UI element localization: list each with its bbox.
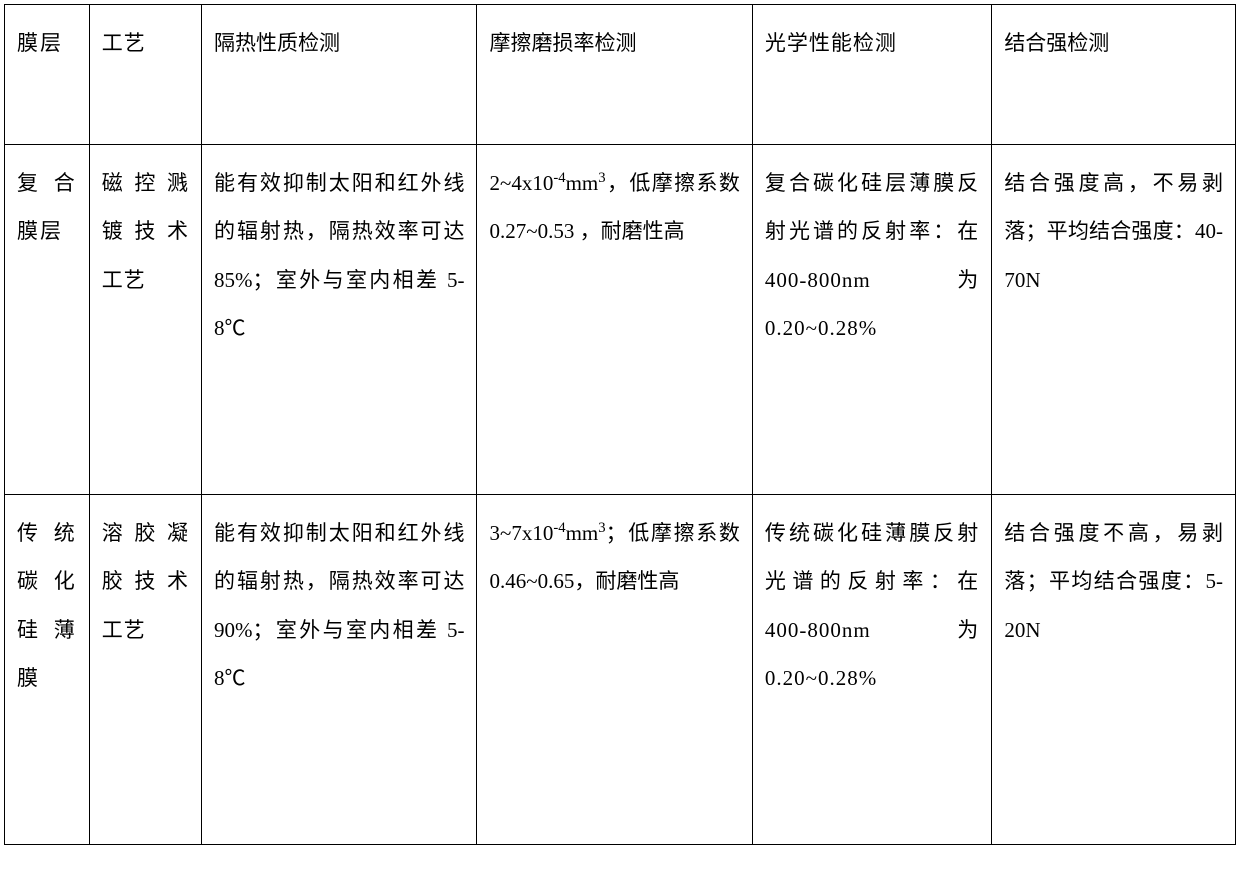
friction-exp: -4	[553, 520, 565, 536]
cell-process: 溶胶凝胶技术工艺	[89, 495, 201, 845]
cell-optical: 复合碳化硅层薄膜反射光谱的反射率：在 400-800nm 为 0.20~0.28…	[752, 145, 991, 495]
friction-pre: 3~7x10	[489, 521, 553, 545]
cell-film-layer: 传统碳化硅薄膜	[5, 495, 90, 845]
cell-friction: 2~4x10-4mm3，低摩擦系数 0.27~0.53 ，耐磨性高	[477, 145, 752, 495]
friction-unit: mm	[566, 521, 599, 545]
cell-film-layer: 复合膜层	[5, 145, 90, 495]
friction-exp: -4	[553, 170, 565, 186]
friction-unit: mm	[566, 171, 599, 195]
header-process: 工艺	[89, 5, 201, 145]
header-film-layer: 膜层	[5, 5, 90, 145]
cell-friction: 3~7x10-4mm3；低摩擦系数 0.46~0.65，耐磨性高	[477, 495, 752, 845]
header-friction: 摩擦磨损率检测	[477, 5, 752, 145]
cell-insulation: 能有效抑制太阳和红外线的辐射热，隔热效率可达 85%；室外与室内相差 5-8℃	[202, 145, 477, 495]
friction-cube: 3	[598, 170, 605, 186]
header-bonding: 结合强检测	[992, 5, 1236, 145]
header-insulation: 隔热性质检测	[202, 5, 477, 145]
cell-bonding: 结合强度不高，易剥落；平均结合强度：5-20N	[992, 495, 1236, 845]
cell-bonding: 结合强度高，不易剥落；平均结合强度：40-70N	[992, 145, 1236, 495]
table-header-row: 膜层 工艺 隔热性质检测 摩擦磨损率检测 光学性能检测 结合强检测	[5, 5, 1236, 145]
cell-process: 磁控溅镀技术工艺	[89, 145, 201, 495]
comparison-table: 膜层 工艺 隔热性质检测 摩擦磨损率检测 光学性能检测 结合强检测 复合膜层 磁…	[4, 4, 1236, 845]
friction-pre: 2~4x10	[489, 171, 553, 195]
friction-cube: 3	[598, 520, 605, 536]
cell-optical: 传统碳化硅薄膜反射光谱的反射率：在 400-800nm 为 0.20~0.28%	[752, 495, 991, 845]
header-optical: 光学性能检测	[752, 5, 991, 145]
table-row: 复合膜层 磁控溅镀技术工艺 能有效抑制太阳和红外线的辐射热，隔热效率可达 85%…	[5, 145, 1236, 495]
table-row: 传统碳化硅薄膜 溶胶凝胶技术工艺 能有效抑制太阳和红外线的辐射热，隔热效率可达 …	[5, 495, 1236, 845]
cell-insulation: 能有效抑制太阳和红外线的辐射热，隔热效率可达 90%；室外与室内相差 5-8℃	[202, 495, 477, 845]
